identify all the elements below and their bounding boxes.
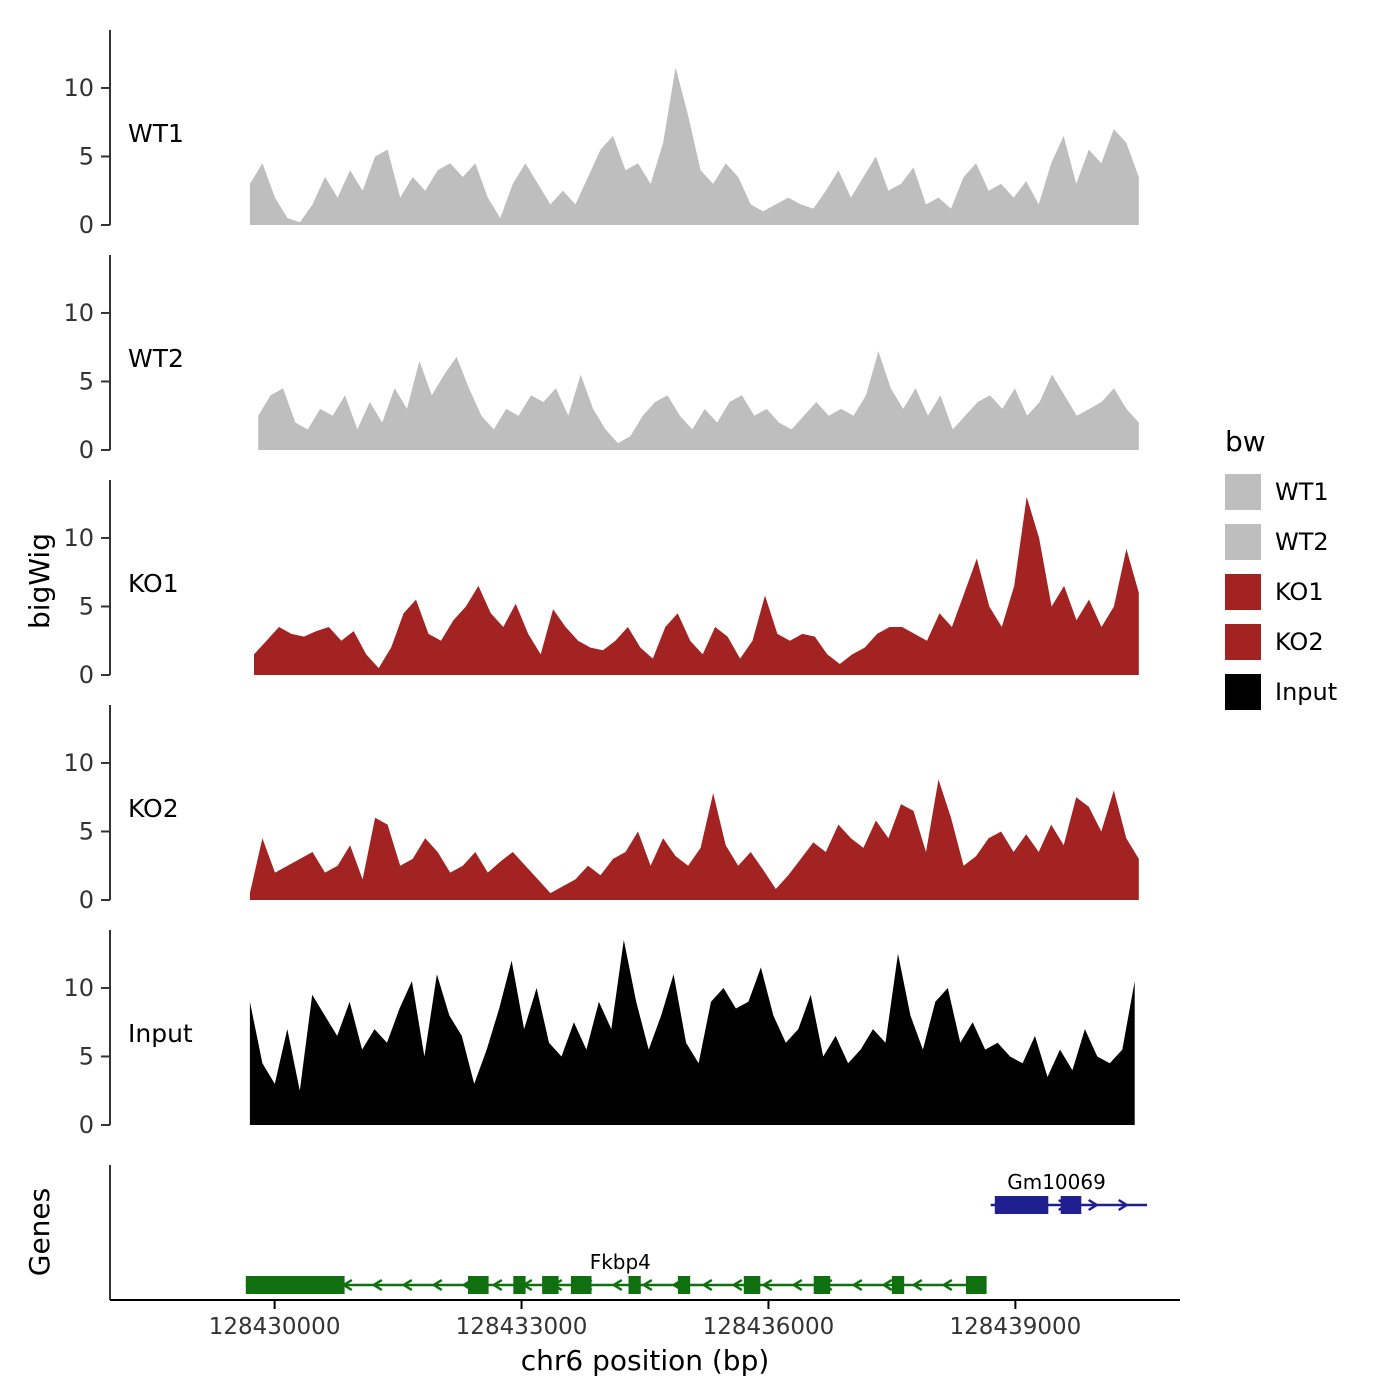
gene-Gm10069: Gm10069 <box>990 1170 1148 1214</box>
track-label-WT2: WT2 <box>128 344 184 373</box>
legend-swatch-wt2 <box>1225 524 1261 560</box>
exon-box <box>677 1276 691 1294</box>
track-KO1: 0 5 10 KO1 <box>63 480 1139 689</box>
y-axis-label-bigwig: bigWig <box>23 533 56 629</box>
track-KO2: 0 5 10 KO2 <box>63 705 1139 914</box>
strand-arrow-icon <box>611 1278 623 1292</box>
legend-title: bw <box>1225 425 1266 458</box>
exon-box <box>513 1276 526 1294</box>
signal-area-WT1 <box>249 67 1139 226</box>
exon-box <box>245 1276 345 1294</box>
track-Input: 0 5 10 Input <box>63 930 1135 1139</box>
legend-label-ko2: KO2 <box>1275 628 1324 656</box>
strand-arrow-icon <box>1118 1198 1130 1212</box>
exon-box <box>966 1276 987 1294</box>
signal-area-Input <box>249 940 1135 1125</box>
y-tick-label: 0 <box>79 1111 94 1139</box>
legend-item-input: Input <box>1225 674 1337 710</box>
legend-swatch-ko1 <box>1225 574 1261 610</box>
strand-arrow-icon <box>641 1278 653 1292</box>
y-tick-label: 0 <box>79 661 94 689</box>
y-tick-label: 5 <box>79 367 94 395</box>
strand-arrow-icon <box>401 1278 413 1292</box>
legend-item-wt2: WT2 <box>1225 524 1337 560</box>
strand-arrow-icon <box>911 1278 923 1292</box>
legend-item-wt1: WT1 <box>1225 474 1337 510</box>
legend-item-ko1: KO1 <box>1225 574 1337 610</box>
y-tick-label: 0 <box>79 886 94 914</box>
gene-label-Gm10069: Gm10069 <box>1007 1170 1106 1194</box>
track-label-KO2: KO2 <box>128 794 179 823</box>
y-tick-label: 5 <box>79 1042 94 1070</box>
gene-Fkbp4: Fkbp4 <box>245 1250 987 1294</box>
legend-swatch-ko2 <box>1225 624 1261 660</box>
x-axis-title: chr6 position (bp) <box>520 1344 770 1377</box>
exon-box <box>468 1276 489 1294</box>
signal-area-KO1 <box>254 496 1139 675</box>
exon-box <box>891 1276 905 1294</box>
x-tick-label: 128433000 <box>456 1314 588 1340</box>
strand-arrow-icon <box>941 1278 953 1292</box>
legend-swatch-wt1 <box>1225 474 1261 510</box>
exon-box <box>542 1276 559 1294</box>
y-tick-label: 5 <box>79 592 94 620</box>
legend-label-wt2: WT2 <box>1275 528 1329 556</box>
x-tick-label: 128439000 <box>950 1314 1082 1340</box>
y-axis-label-genes: Genes <box>23 1187 56 1277</box>
legend-label-ko1: KO1 <box>1275 578 1324 606</box>
strand-arrow-icon <box>731 1278 743 1292</box>
strand-arrow-icon <box>701 1278 713 1292</box>
y-tick-label: 10 <box>63 299 94 327</box>
strand-arrow-icon <box>1088 1198 1100 1212</box>
track-label-KO1: KO1 <box>128 569 179 598</box>
y-tick-label: 5 <box>79 817 94 845</box>
exon-box <box>628 1276 641 1294</box>
legend-item-ko2: KO2 <box>1225 624 1337 660</box>
y-tick-label: 5 <box>79 142 94 170</box>
strand-arrow-icon <box>431 1278 443 1292</box>
gene-label-Fkbp4: Fkbp4 <box>590 1250 651 1274</box>
track-WT2: 0 5 10 WT2 <box>63 255 1139 464</box>
exon-box <box>994 1196 1049 1214</box>
y-tick-label: 10 <box>63 524 94 552</box>
strand-arrow-icon <box>761 1278 773 1292</box>
legend-label-wt1: WT1 <box>1275 478 1329 506</box>
y-tick-label: 0 <box>79 436 94 464</box>
y-tick-label: 10 <box>63 749 94 777</box>
exon-box <box>1060 1196 1082 1214</box>
track-label-Input: Input <box>128 1019 193 1048</box>
exon-box <box>813 1276 831 1294</box>
x-tick-label: 128436000 <box>703 1314 835 1340</box>
track-label-WT1: WT1 <box>128 119 184 148</box>
track-WT1: 0 5 10 WT1 <box>63 30 1139 239</box>
x-tick-label: 128430000 <box>209 1314 341 1340</box>
legend: bw WT1 WT2 KO1 KO2 Input <box>1225 425 1337 724</box>
legend-label-input: Input <box>1275 678 1338 706</box>
x-axis: 128430000 128433000 128436000 128439000 <box>110 1299 1180 1340</box>
strand-arrow-icon <box>851 1278 863 1292</box>
y-tick-label: 10 <box>63 974 94 1002</box>
signal-area-KO2 <box>249 779 1139 900</box>
y-tick-label: 10 <box>63 74 94 102</box>
strand-arrow-icon <box>371 1278 383 1292</box>
strand-arrow-icon <box>791 1278 803 1292</box>
strand-arrow-icon <box>881 1278 893 1292</box>
strand-arrow-icon <box>491 1278 503 1292</box>
y-tick-label: 0 <box>79 211 94 239</box>
exon-box <box>743 1276 761 1294</box>
exon-box <box>570 1276 592 1294</box>
legend-swatch-input <box>1225 674 1261 710</box>
signal-area-WT2 <box>258 351 1139 450</box>
